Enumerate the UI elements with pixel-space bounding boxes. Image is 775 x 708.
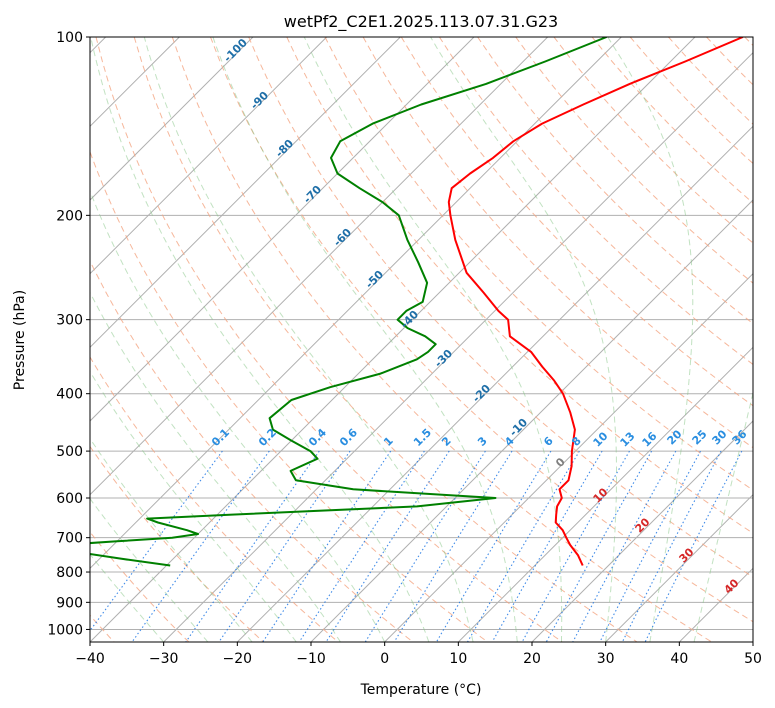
dry-adiabat — [133, 37, 638, 642]
dry-adiabat — [90, 356, 339, 642]
dry-adiabat — [90, 445, 264, 642]
y-tick-label: 400 — [56, 387, 83, 403]
moist-adiabat — [90, 553, 165, 642]
dewpoint-line — [90, 37, 607, 567]
mixing-ratio-line — [599, 450, 701, 642]
mixing-ratio-line — [218, 450, 351, 642]
plot-area: -100-90-80-70-60-50-40-30-20-100.1 0.2 0.4… — [90, 37, 753, 642]
mixing-ratio-line — [545, 450, 653, 642]
dry-adiabat — [438, 37, 753, 366]
y-tick-label: 700 — [56, 531, 83, 547]
mixing-ratio-line — [393, 450, 513, 642]
moist-adiabats — [90, 37, 753, 642]
x-tick-label: 10 — [449, 651, 467, 667]
moist-adiabat — [90, 189, 386, 642]
isotherm — [163, 51, 753, 642]
x-tick-label: −30 — [149, 651, 179, 667]
moist-adiabat — [143, 37, 474, 642]
x-tick-label: 40 — [670, 651, 688, 667]
y-tick-label: 300 — [56, 313, 83, 329]
isotherm — [531, 420, 753, 642]
dry-adiabat — [90, 150, 488, 642]
isotherm — [236, 125, 753, 642]
moist-adiabat — [90, 370, 297, 642]
isotherm — [90, 37, 475, 422]
temperature-line — [447, 37, 744, 566]
isotherm — [90, 37, 401, 349]
moist-adiabat — [430, 37, 617, 642]
moist-adiabat — [90, 37, 430, 642]
dry-adiabat — [324, 37, 753, 491]
sounding-lines — [90, 37, 744, 567]
mixing-ratio-lines — [90, 450, 743, 642]
mixing-ratio-line — [90, 450, 223, 632]
chart-title: wetPf2_C2E1.2025.113.07.31.G23 — [284, 12, 558, 32]
y-tick-label: 500 — [56, 444, 83, 460]
y-tick-label: 100 — [56, 30, 83, 46]
x-tick-label: 50 — [744, 651, 762, 667]
y-axis: 100 200 300 400 500 600 700 800 900 1000 — [47, 30, 90, 638]
moist-adiabat — [212, 37, 518, 642]
mixing-ratio-line — [185, 450, 320, 642]
isotherm — [90, 37, 549, 496]
dry-adiabat — [286, 37, 753, 534]
x-tick-label: 30 — [597, 651, 615, 667]
isotherm — [90, 37, 696, 642]
mixing-ratio-line — [298, 450, 425, 642]
moist-adiabat — [693, 390, 753, 642]
dry-adiabat — [477, 37, 753, 325]
x-tick-label: −10 — [296, 651, 326, 667]
dry-adiabat — [171, 37, 712, 642]
mixing-ratio-line — [262, 450, 392, 642]
y-tick-label: 900 — [56, 595, 83, 611]
mixing-ratio-line — [644, 450, 743, 642]
y-tick-label: 200 — [56, 208, 83, 224]
isotherm — [90, 37, 254, 201]
isotherm — [605, 493, 753, 642]
x-tick-label: −20 — [223, 651, 253, 667]
mixing-ratio-line — [491, 450, 603, 642]
plot-frame — [89, 36, 754, 643]
x-axis-title: Temperature (°C) — [360, 682, 482, 698]
dry-adiabat — [90, 259, 414, 642]
dry-adiabats — [90, 37, 753, 642]
mixing-ratio-line — [572, 450, 677, 642]
moist-adiabat — [607, 37, 694, 642]
y-tick-label: 800 — [56, 565, 83, 581]
moist-adiabat — [90, 291, 341, 642]
x-axis: −40 −30 −20 −10 0 10 20 30 40 50 — [75, 642, 762, 667]
mixing-ratio-line — [521, 450, 630, 642]
dry-adiabat — [95, 37, 563, 642]
dry-adiabat — [248, 37, 753, 578]
isotherm — [90, 37, 328, 275]
moist-adiabat — [303, 37, 563, 642]
isobar-grid — [90, 37, 753, 630]
moist-adiabat — [90, 497, 209, 642]
y-tick-label: 1000 — [47, 622, 83, 638]
x-tick-label: −40 — [75, 651, 105, 667]
moist-adiabat — [90, 437, 253, 642]
y-tick-label: 600 — [56, 491, 83, 507]
x-tick-label: 0 — [380, 651, 389, 667]
dry-adiabat — [210, 37, 753, 623]
mixing-ratio-line — [621, 450, 722, 642]
isotherm — [384, 272, 753, 642]
y-axis-title: Pressure (hPa) — [12, 290, 28, 390]
x-tick-label: 20 — [523, 651, 541, 667]
